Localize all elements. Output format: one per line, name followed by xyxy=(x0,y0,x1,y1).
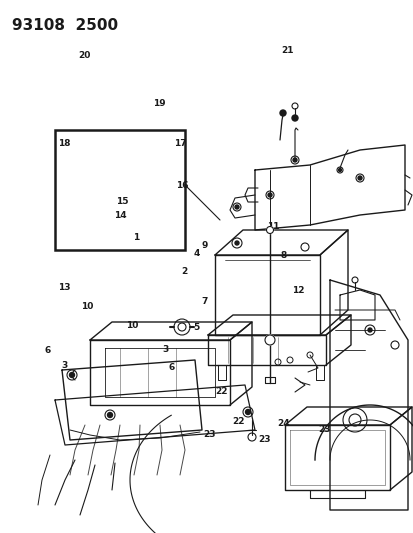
Circle shape xyxy=(292,158,296,162)
Circle shape xyxy=(266,191,273,199)
Text: 16: 16 xyxy=(176,181,188,190)
Text: 6: 6 xyxy=(44,346,51,355)
Circle shape xyxy=(291,103,297,109)
Circle shape xyxy=(367,328,371,332)
Text: 4: 4 xyxy=(193,249,199,257)
Circle shape xyxy=(290,156,298,164)
Circle shape xyxy=(355,174,363,182)
Circle shape xyxy=(178,323,185,331)
Circle shape xyxy=(266,227,273,233)
Text: 93108  2500: 93108 2500 xyxy=(12,18,118,33)
Bar xyxy=(55,130,185,250)
Circle shape xyxy=(242,407,252,417)
Text: 24: 24 xyxy=(277,419,289,428)
Circle shape xyxy=(245,409,250,415)
Text: 14: 14 xyxy=(114,212,126,220)
Text: 7: 7 xyxy=(201,297,208,305)
Text: 20: 20 xyxy=(78,52,91,60)
Text: 19: 19 xyxy=(153,100,165,108)
Circle shape xyxy=(357,176,361,180)
Circle shape xyxy=(67,370,77,380)
Circle shape xyxy=(69,373,74,377)
Text: 1: 1 xyxy=(133,233,140,241)
Text: 10: 10 xyxy=(81,302,93,311)
Circle shape xyxy=(235,205,238,209)
Circle shape xyxy=(348,414,360,426)
Text: 23: 23 xyxy=(258,435,271,444)
Text: 18: 18 xyxy=(58,140,70,148)
Circle shape xyxy=(338,168,341,172)
Circle shape xyxy=(279,110,285,116)
Circle shape xyxy=(364,325,374,335)
Text: 2: 2 xyxy=(180,268,187,276)
Circle shape xyxy=(267,193,271,197)
Circle shape xyxy=(247,433,255,441)
Text: 6: 6 xyxy=(168,364,175,372)
Circle shape xyxy=(336,167,342,173)
Text: 5: 5 xyxy=(193,324,199,332)
Text: 17: 17 xyxy=(173,140,186,148)
Text: 21: 21 xyxy=(281,46,293,55)
Text: 22: 22 xyxy=(215,387,227,396)
Circle shape xyxy=(107,413,112,417)
Circle shape xyxy=(342,408,366,432)
Text: 13: 13 xyxy=(58,284,70,292)
Circle shape xyxy=(390,341,398,349)
Text: 23: 23 xyxy=(202,430,215,439)
Text: 8: 8 xyxy=(280,252,286,260)
Circle shape xyxy=(233,203,240,211)
Circle shape xyxy=(264,335,274,345)
Text: 3: 3 xyxy=(61,361,67,369)
Text: 3: 3 xyxy=(162,345,169,353)
Circle shape xyxy=(291,115,297,121)
Circle shape xyxy=(173,319,190,335)
Text: 15: 15 xyxy=(116,197,128,206)
Text: 23: 23 xyxy=(318,425,330,433)
Circle shape xyxy=(235,241,238,245)
Text: 22: 22 xyxy=(231,417,244,425)
Text: 12: 12 xyxy=(291,286,304,295)
Text: 10: 10 xyxy=(126,321,138,329)
Text: 11: 11 xyxy=(266,222,279,231)
Circle shape xyxy=(105,410,115,420)
Text: 9: 9 xyxy=(201,241,208,249)
